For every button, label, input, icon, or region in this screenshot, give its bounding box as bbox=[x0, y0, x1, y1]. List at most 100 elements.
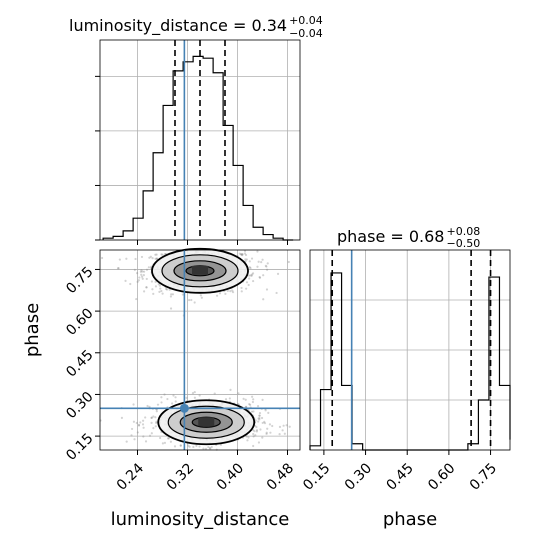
scatter-point bbox=[179, 444, 182, 447]
scatter-point bbox=[199, 294, 202, 297]
scatter-point bbox=[167, 437, 170, 440]
scatter-point bbox=[242, 397, 245, 400]
scatter-point bbox=[248, 277, 251, 280]
scatter-point bbox=[271, 424, 274, 428]
scatter-point bbox=[169, 295, 173, 298]
scatter-point bbox=[252, 435, 255, 438]
scatter-point bbox=[247, 436, 250, 439]
x-tick-labels: 0.24 0.32 0.40 0.48 bbox=[114, 460, 297, 493]
scatter-point bbox=[155, 420, 158, 423]
scatter-point bbox=[278, 425, 282, 428]
scatter-point bbox=[146, 404, 149, 408]
scatter-point bbox=[249, 267, 252, 270]
scatter-point bbox=[145, 286, 148, 289]
scatter-point bbox=[265, 432, 268, 435]
scatter-point bbox=[254, 434, 257, 437]
scatter-point bbox=[228, 397, 231, 400]
scatter-point bbox=[150, 416, 153, 420]
scatter-point bbox=[192, 445, 195, 449]
scatter-point bbox=[219, 443, 223, 446]
tick-marks bbox=[95, 268, 288, 455]
scatter-point bbox=[275, 291, 278, 295]
scatter-point bbox=[152, 292, 155, 295]
scatter-point bbox=[252, 432, 255, 436]
scatter-point bbox=[144, 416, 147, 419]
scatter-point bbox=[136, 431, 139, 434]
scatter-point bbox=[285, 424, 288, 427]
scatter-point bbox=[141, 270, 144, 273]
gridlines bbox=[310, 250, 510, 451]
scatter-point bbox=[264, 409, 267, 412]
scatter-point bbox=[141, 419, 145, 422]
scatter-point bbox=[248, 260, 251, 263]
scatter-point bbox=[137, 424, 141, 427]
scatter-point bbox=[251, 395, 254, 398]
scatter-point bbox=[132, 420, 136, 423]
x-tick-label: 0.40 bbox=[214, 460, 247, 493]
scatter-point bbox=[287, 260, 290, 264]
scatter-point bbox=[244, 253, 248, 257]
scatter-point bbox=[166, 397, 169, 401]
panel-title: luminosity_distance = 0.34 bbox=[69, 16, 287, 36]
scatter-point bbox=[140, 273, 143, 276]
scatter-point bbox=[245, 281, 249, 284]
scatter-point bbox=[240, 286, 243, 290]
scatter-point bbox=[256, 265, 259, 268]
x-tick-label: 0.60 bbox=[425, 460, 458, 493]
scatter-point bbox=[210, 445, 213, 449]
scatter-point bbox=[163, 441, 167, 444]
scatter-point bbox=[258, 414, 261, 417]
scatter-point bbox=[198, 394, 201, 397]
scatter-point bbox=[174, 400, 177, 403]
scatter-point bbox=[245, 287, 248, 290]
scatter-point bbox=[240, 290, 243, 293]
x-axis-label: luminosity_distance bbox=[111, 509, 290, 530]
scatter-point bbox=[283, 432, 286, 435]
histogram-bar bbox=[321, 390, 332, 450]
scatter-point bbox=[185, 396, 188, 399]
scatter-point bbox=[193, 301, 196, 304]
title-text: phase = 0.68 bbox=[337, 227, 444, 246]
scatter-point bbox=[169, 307, 173, 310]
x-axis-label: phase bbox=[383, 509, 437, 530]
scatter-point bbox=[261, 436, 264, 439]
scatter-point bbox=[159, 287, 162, 290]
scatter-point bbox=[250, 273, 254, 276]
scatter-point bbox=[255, 430, 258, 433]
title-text: luminosity_distance = 0.34 bbox=[69, 16, 287, 36]
scatter-point bbox=[198, 445, 201, 448]
histogram-bar bbox=[263, 235, 273, 240]
scatter-point bbox=[262, 274, 265, 277]
histogram-bar bbox=[342, 385, 353, 450]
scatter-point bbox=[231, 291, 235, 294]
scatter-point bbox=[266, 262, 269, 265]
histogram-bar bbox=[153, 153, 163, 240]
scatter-point bbox=[133, 268, 136, 271]
x-tick-label: 0.30 bbox=[342, 460, 375, 493]
scatter-point bbox=[150, 416, 153, 419]
scatter-point bbox=[229, 289, 232, 293]
scatter-point bbox=[224, 398, 228, 401]
scatter-point bbox=[281, 429, 284, 432]
scatter-point bbox=[252, 444, 255, 448]
scatter-point bbox=[141, 423, 145, 426]
scatter-point bbox=[252, 279, 255, 283]
scatter-point bbox=[154, 257, 157, 261]
scatter-point bbox=[155, 410, 158, 413]
scatter-point bbox=[160, 289, 163, 293]
scatter-point bbox=[262, 298, 265, 301]
scatter-point bbox=[253, 430, 256, 433]
scatter-point bbox=[117, 267, 120, 270]
scatter-point bbox=[195, 444, 198, 447]
x-tick-label: 0.32 bbox=[164, 460, 197, 493]
y-axis-label: phase bbox=[22, 303, 43, 357]
x-tick-label: 0.48 bbox=[264, 460, 297, 493]
scatter-point bbox=[267, 411, 270, 414]
scatter-point bbox=[241, 253, 244, 256]
histogram-bar bbox=[233, 165, 243, 240]
scatter-point bbox=[151, 288, 154, 291]
scatter-point bbox=[160, 253, 163, 256]
scatter-point bbox=[244, 405, 248, 408]
scatter-point bbox=[288, 425, 291, 428]
